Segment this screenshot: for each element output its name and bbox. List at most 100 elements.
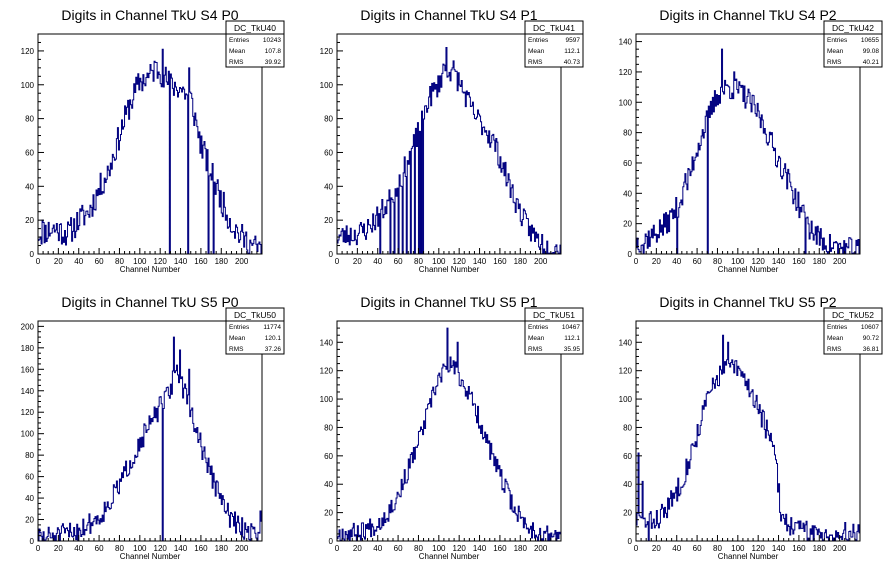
y-tick-label: 100 <box>320 81 334 90</box>
y-tick-label: 0 <box>30 537 35 546</box>
stats-label: RMS <box>528 346 543 353</box>
y-tick-label: 80 <box>25 451 34 460</box>
x-tick-label: 20 <box>353 257 362 266</box>
stats-label: RMS <box>528 59 543 66</box>
x-axis-label: Channel Number <box>120 552 181 561</box>
stats-box: DC_TkU50 Entries 11774 Mean 120.1 RMS 37.26 <box>225 307 285 355</box>
x-tick-label: 200 <box>833 544 847 553</box>
stats-value: 36.81 <box>863 346 880 353</box>
y-tick-label: 0 <box>30 250 35 259</box>
x-tick-label: 160 <box>792 257 806 266</box>
y-tick-label: 20 <box>25 516 34 525</box>
y-tick-label: 120 <box>320 367 334 376</box>
stats-box-frame <box>225 307 285 355</box>
y-tick-label: 100 <box>619 98 633 107</box>
y-tick-label: 80 <box>324 115 333 124</box>
y-tick-label: 80 <box>623 423 632 432</box>
y-tick-label: 120 <box>21 47 35 56</box>
stats-box-frame <box>524 20 584 68</box>
stats-label: Entries <box>229 37 250 44</box>
stats-value: 112.1 <box>564 48 580 55</box>
stats-value: 10243 <box>263 37 281 44</box>
stats-label: Entries <box>827 324 848 331</box>
stats-value: 37.26 <box>265 346 282 353</box>
x-tick-label: 160 <box>493 544 507 553</box>
stats-label: RMS <box>827 346 842 353</box>
x-tick-label: 40 <box>373 257 382 266</box>
stats-value: 10607 <box>861 324 879 331</box>
stats-label: RMS <box>229 346 244 353</box>
x-tick-label: 120 <box>453 544 467 553</box>
x-tick-label: 140 <box>174 257 188 266</box>
x-tick-label: 80 <box>115 257 124 266</box>
stats-label: Entries <box>528 324 549 331</box>
x-tick-label: 60 <box>95 257 104 266</box>
y-tick-label: 20 <box>623 220 632 229</box>
y-tick-label: 60 <box>324 452 333 461</box>
y-tick-label: 20 <box>623 509 632 518</box>
stats-name: DC_TkU51 <box>533 310 575 320</box>
stats-name: DC_TkU42 <box>832 23 874 33</box>
x-tick-label: 100 <box>731 257 745 266</box>
stats-box-frame <box>823 307 883 355</box>
x-tick-label: 60 <box>394 257 403 266</box>
stats-box: DC_TkU41 Entries 9597 Mean 112.1 RMS 40.73 <box>524 20 584 68</box>
stats-label: Mean <box>528 48 545 55</box>
stats-box: DC_TkU52 Entries 10607 Mean 90.72 RMS 36.81 <box>823 307 883 355</box>
x-tick-label: 180 <box>215 257 229 266</box>
x-tick-label: 180 <box>215 544 229 553</box>
stats-label: Entries <box>229 324 250 331</box>
histogram-panel-2: Digits in Channel TkU S4 P2 0 20 40 60 80 100 1… <box>619 7 883 274</box>
x-tick-label: 120 <box>154 544 168 553</box>
stats-box-frame <box>225 20 285 68</box>
stats-box-frame <box>823 20 883 68</box>
stats-value: 99.08 <box>863 48 880 55</box>
y-tick-label: 0 <box>628 537 633 546</box>
x-tick-label: 100 <box>133 544 147 553</box>
x-tick-label: 0 <box>335 544 340 553</box>
x-axis-label: Channel Number <box>419 265 480 274</box>
y-tick-label: 140 <box>619 38 633 47</box>
x-tick-label: 140 <box>473 257 487 266</box>
x-tick-label: 20 <box>54 544 63 553</box>
y-tick-label: 0 <box>329 537 334 546</box>
y-tick-label: 120 <box>619 68 633 77</box>
x-axis-label: Channel Number <box>718 552 779 561</box>
stats-label: RMS <box>229 59 244 66</box>
chart-title: Digits in Channel TkU S5 P0 <box>61 294 238 310</box>
x-tick-label: 80 <box>115 544 124 553</box>
histogram-panel-3: Digits in Channel TkU S5 P0 0 20 40 60 80 100 1… <box>21 294 285 561</box>
x-tick-label: 80 <box>713 544 722 553</box>
x-tick-label: 20 <box>652 257 661 266</box>
x-tick-label: 40 <box>672 257 681 266</box>
stats-label: RMS <box>827 59 842 66</box>
histogram-panel-1: Digits in Channel TkU S4 P1 0 20 40 60 80 100 1… <box>320 7 584 274</box>
x-axis-label: Channel Number <box>120 265 181 274</box>
y-tick-label: 20 <box>324 216 333 225</box>
y-tick-label: 0 <box>628 250 633 259</box>
stats-name: DC_TkU40 <box>234 23 276 33</box>
chart-title: Digits in Channel TkU S4 P0 <box>61 7 238 23</box>
x-tick-label: 40 <box>74 257 83 266</box>
stats-label: Mean <box>229 48 246 55</box>
stats-label: Mean <box>528 335 545 342</box>
stats-value: 107.8 <box>265 48 282 55</box>
x-tick-label: 160 <box>194 544 208 553</box>
x-tick-label: 100 <box>432 544 446 553</box>
chart-title: Digits in Channel TkU S5 P1 <box>360 294 537 310</box>
y-tick-label: 60 <box>623 159 632 168</box>
x-tick-label: 40 <box>672 544 681 553</box>
y-tick-label: 100 <box>21 430 35 439</box>
x-tick-label: 180 <box>813 257 827 266</box>
stats-value: 120.1 <box>265 335 282 342</box>
x-tick-label: 60 <box>693 257 702 266</box>
x-tick-label: 200 <box>534 544 548 553</box>
y-tick-label: 60 <box>623 452 632 461</box>
stats-value: 10467 <box>562 324 580 331</box>
x-tick-label: 40 <box>373 544 382 553</box>
chart-title: Digits in Channel TkU S5 P2 <box>659 294 836 310</box>
x-tick-label: 60 <box>394 544 403 553</box>
x-tick-label: 60 <box>693 544 702 553</box>
x-tick-label: 180 <box>514 544 528 553</box>
x-tick-label: 20 <box>652 544 661 553</box>
